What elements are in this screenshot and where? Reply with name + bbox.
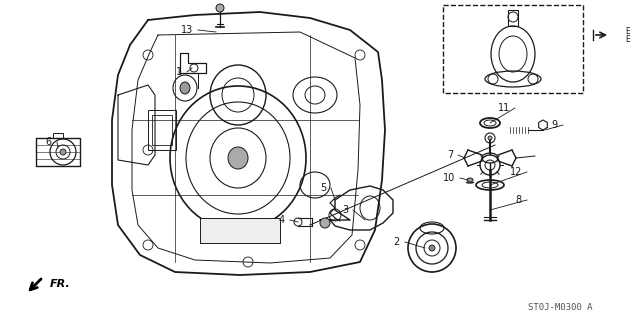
Bar	[200, 218, 280, 243]
Text: FR.: FR.	[50, 279, 71, 289]
Ellipse shape	[180, 82, 190, 94]
Ellipse shape	[228, 147, 248, 169]
Text: 1: 1	[176, 67, 182, 77]
Ellipse shape	[429, 245, 435, 251]
Ellipse shape	[488, 136, 492, 140]
Bar	[152, 115, 172, 145]
Text: 12: 12	[510, 167, 522, 177]
Text: 10: 10	[443, 173, 455, 183]
Bar	[508, 10, 518, 26]
Text: E  6-1: E 6-1	[626, 35, 637, 44]
Text: 3: 3	[342, 205, 348, 215]
Ellipse shape	[60, 149, 66, 155]
Text: 13: 13	[181, 25, 193, 35]
Text: ST0J-M0300 A: ST0J-M0300 A	[527, 303, 592, 313]
Ellipse shape	[320, 218, 330, 228]
Ellipse shape	[216, 4, 224, 12]
Bar	[148, 110, 176, 150]
Bar	[443, 5, 583, 93]
Bar	[53, 133, 63, 138]
Text: E  6: E 6	[626, 27, 637, 36]
Text: 9: 9	[552, 120, 558, 130]
Polygon shape	[112, 12, 385, 275]
Text: 7: 7	[447, 150, 453, 160]
Text: 2: 2	[394, 237, 400, 247]
Text: 6: 6	[46, 137, 52, 147]
Text: 11: 11	[497, 103, 510, 113]
Text: 8: 8	[516, 195, 522, 205]
Text: 4: 4	[279, 215, 285, 225]
Text: 5: 5	[320, 183, 326, 193]
Ellipse shape	[467, 178, 473, 182]
